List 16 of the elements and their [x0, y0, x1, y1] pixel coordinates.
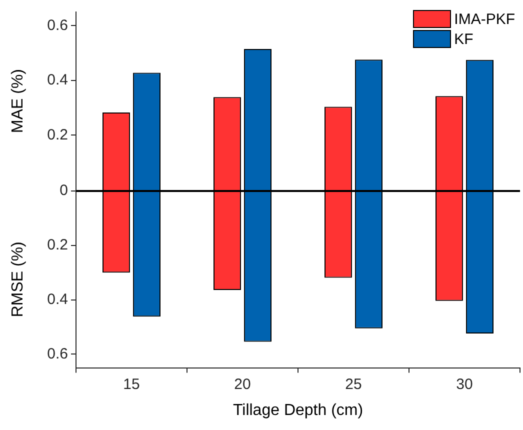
y-axis-title: RMSE (%): [9, 242, 26, 318]
y-tick-label: 0: [60, 182, 68, 200]
y-axis-title: MAE (%): [9, 69, 26, 133]
x-tick-label: 15: [123, 376, 140, 393]
y-tick-label: 0.6: [47, 16, 68, 34]
x-axis-title: Tillage Depth (cm): [232, 402, 364, 419]
y-tick-label: 0.2: [47, 236, 68, 254]
legend-label: KF: [454, 30, 474, 48]
y-tick-label: 0.4: [47, 72, 68, 89]
y-tick-label: 0.6: [47, 345, 68, 362]
y-tick-label: 0.4: [47, 290, 68, 308]
legend-label: IMA-PKF: [454, 10, 515, 28]
y-tick-label: 0.2: [47, 126, 68, 144]
x-tick-label: 20: [234, 376, 251, 393]
x-tick-label: 25: [345, 376, 362, 393]
x-tick-label: 30: [456, 376, 473, 393]
